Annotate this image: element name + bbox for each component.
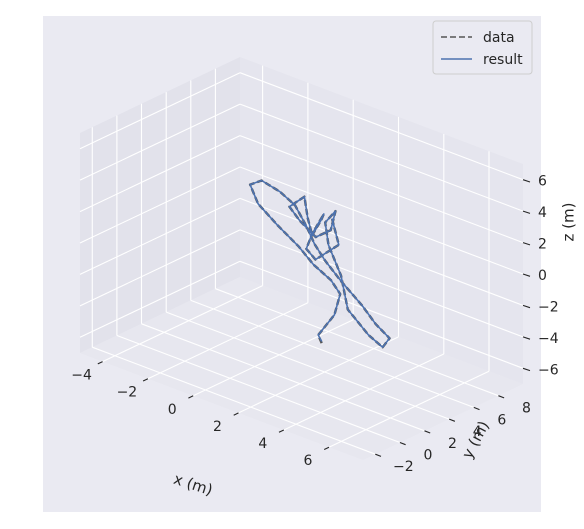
z-tick-label: −6 bbox=[538, 362, 559, 378]
z-tick-label: 2 bbox=[538, 237, 547, 253]
grid-line-y bbox=[190, 299, 474, 408]
y-tick-mark bbox=[498, 395, 505, 399]
y-tick-label: 8 bbox=[522, 401, 531, 417]
z-tick-label: 0 bbox=[538, 268, 547, 284]
grid-line-z bbox=[239, 197, 524, 306]
grid-line-z bbox=[79, 135, 241, 213]
x-tick-mark bbox=[188, 395, 194, 399]
z-tick-mark bbox=[522, 273, 531, 277]
y-tick-label: 0 bbox=[423, 448, 432, 464]
grid-line-z bbox=[239, 135, 524, 244]
series-line-result bbox=[249, 179, 391, 349]
grid-line-z bbox=[79, 260, 241, 338]
x-tick-label: 0 bbox=[168, 402, 177, 418]
y-tick-label: −2 bbox=[393, 459, 414, 475]
legend: data result bbox=[432, 20, 533, 75]
z-tick-label: 4 bbox=[538, 205, 547, 221]
z-tick-label: 6 bbox=[538, 174, 547, 190]
x-tick-label: −4 bbox=[71, 368, 92, 384]
grid-line-z bbox=[79, 229, 241, 307]
z-tick-label: −4 bbox=[538, 331, 559, 347]
y-tick-mark bbox=[399, 441, 406, 446]
grid-line-z bbox=[239, 166, 524, 275]
floor-pane bbox=[80, 277, 523, 460]
grid-line-x bbox=[238, 336, 399, 414]
z-tick-mark bbox=[522, 336, 531, 340]
grid-line-x bbox=[283, 353, 445, 431]
grid-line-z bbox=[79, 197, 241, 275]
grid-line-z bbox=[239, 72, 524, 181]
legend-box bbox=[432, 20, 533, 75]
z-tick-mark bbox=[522, 179, 531, 183]
x-tick-label: −2 bbox=[117, 385, 138, 401]
grid-line-x bbox=[192, 319, 354, 397]
grid-line-x bbox=[328, 370, 490, 448]
y-tick-mark bbox=[449, 418, 456, 422]
z-tick-mark bbox=[522, 242, 531, 246]
y-tick-mark bbox=[473, 406, 480, 411]
grid-line-z bbox=[239, 229, 524, 338]
grid-line-z bbox=[79, 166, 241, 244]
series-group bbox=[248, 179, 391, 349]
grid-line-y bbox=[92, 346, 376, 455]
x-tick-mark bbox=[142, 378, 149, 382]
z-tick-mark bbox=[522, 304, 531, 309]
grid-lines bbox=[79, 65, 524, 455]
x-tick-mark bbox=[97, 361, 103, 365]
x-tick-label: 4 bbox=[258, 436, 267, 452]
grid-line-z bbox=[239, 260, 524, 369]
y-tick-mark bbox=[375, 453, 382, 457]
x-tick-label: 6 bbox=[304, 453, 313, 469]
z-tick-mark bbox=[522, 210, 531, 214]
x-tick-mark bbox=[233, 412, 239, 416]
grid-line-z bbox=[239, 103, 524, 212]
grid-line-z bbox=[79, 103, 241, 181]
grid-line-y bbox=[166, 311, 450, 420]
x-tick-mark bbox=[278, 429, 285, 433]
x-tick-label: 2 bbox=[213, 419, 222, 435]
y-tick-label: 6 bbox=[497, 412, 506, 428]
y-tick-label: 4 bbox=[473, 424, 482, 440]
z-axis-label: z (m) bbox=[560, 203, 578, 242]
y-tick-label: 2 bbox=[448, 436, 457, 452]
z-tick-mark bbox=[522, 367, 531, 372]
grid-line-y bbox=[141, 323, 425, 432]
grid-line-z bbox=[79, 72, 241, 150]
y-tick-mark bbox=[424, 430, 431, 434]
x-tick-mark bbox=[323, 446, 330, 450]
legend-label-data: data bbox=[483, 30, 515, 46]
legend-label-result: result bbox=[483, 52, 523, 68]
grid-line-x bbox=[147, 302, 309, 380]
z-tick-label: −2 bbox=[538, 299, 559, 315]
grid-line-x bbox=[102, 285, 263, 363]
grid-line-y bbox=[116, 334, 401, 444]
grid-line-y bbox=[215, 288, 499, 397]
